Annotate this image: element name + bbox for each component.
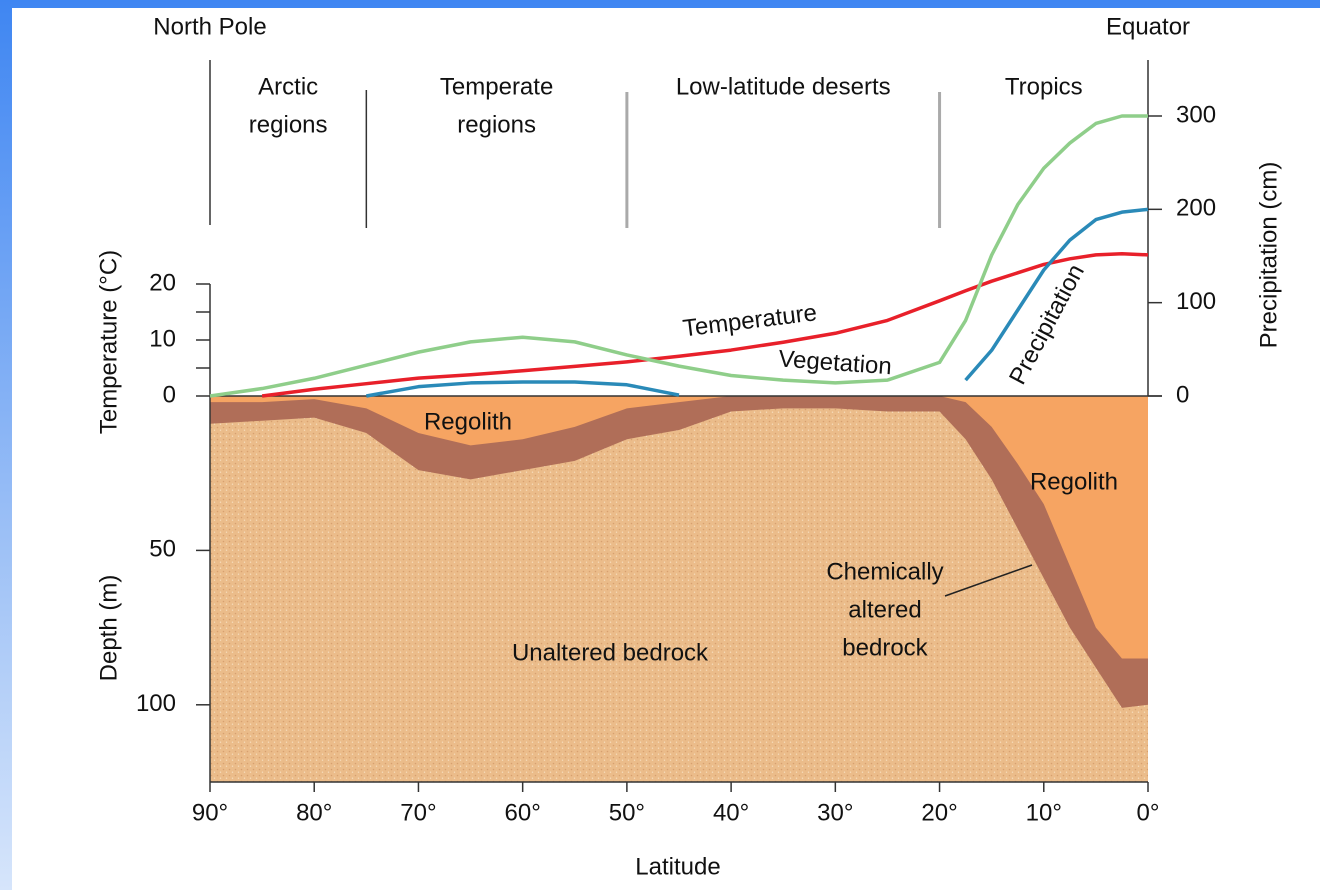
region-label: Temperate [440,73,553,100]
x-tick-label: 10° [1026,799,1062,826]
y2-tick-label: 200 [1176,195,1216,222]
x-tick-label: 50° [609,799,645,826]
region-label: Low-latitude deserts [676,73,891,100]
depth-tick-label: 50 [149,536,176,563]
series-label: Temperature [681,299,818,342]
series-label: Precipitation [1004,260,1090,389]
altered-bedrock-area [210,396,1148,708]
x-tick-label: 20° [921,799,957,826]
layer-label: Regolith [1030,468,1118,495]
x-tick-label: 70° [400,799,436,826]
y2-tick-label: 0 [1176,381,1189,408]
y2-tick-label: 300 [1176,101,1216,128]
y-tick-label: 0 [163,381,176,408]
y2-tick-label: 100 [1176,288,1216,315]
region-label: Tropics [1005,73,1083,100]
layer-label: bedrock [842,634,928,661]
region-label: regions [249,111,328,138]
layer-label: altered [848,596,921,623]
series-label: Vegetation [778,345,893,380]
depth-axis-label: Depth (m) [95,575,122,682]
depth-tick-label: 100 [136,690,176,717]
y2-axis-label: Precipitation (cm) [1255,162,1282,349]
series-line [366,207,1149,398]
layer-label: Chemically [826,558,943,585]
y-tick-label: 20 [149,269,176,296]
series-line [209,114,1148,398]
series-line [261,252,1149,398]
x-tick-label: 40° [713,799,749,826]
left-end-label: North Pole [153,13,266,40]
x-axis-label: Latitude [635,853,720,880]
x-tick-label: 0° [1137,799,1160,826]
y-tick-label: 10 [149,325,176,352]
layer-label: Regolith [424,408,512,435]
x-tick-label: 60° [505,799,541,826]
layer-label: Unaltered bedrock [512,639,709,666]
y-axis-label: Temperature (°C) [95,250,122,434]
region-label: Arctic [258,73,318,100]
x-tick-label: 30° [817,799,853,826]
right-end-label: Equator [1106,13,1190,40]
region-label: regions [457,111,536,138]
x-tick-label: 80° [296,799,332,826]
x-tick-label: 90° [192,799,228,826]
leader-line [944,564,1033,597]
regolith-area [210,396,1148,659]
